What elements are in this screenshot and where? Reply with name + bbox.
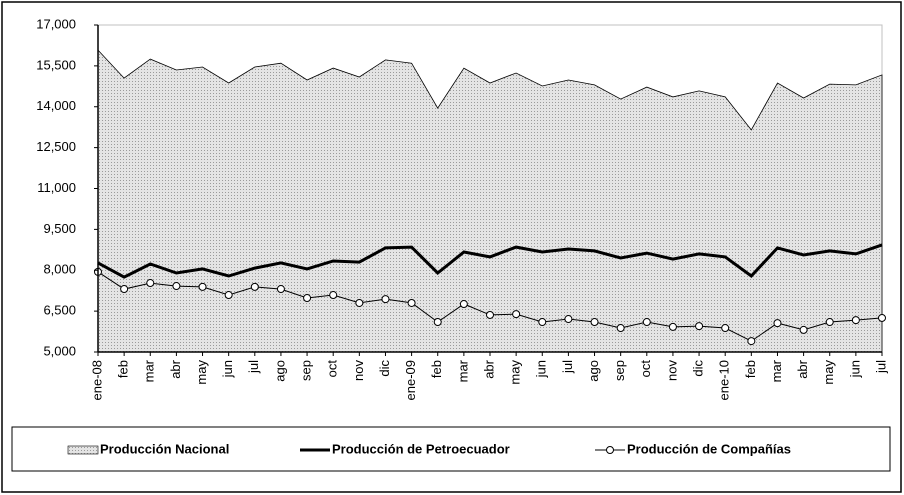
marker bbox=[407, 298, 416, 307]
legend-marker bbox=[606, 446, 614, 454]
x-tick-label: abr bbox=[795, 359, 810, 378]
legend-label: Producción de Compañías bbox=[627, 441, 791, 456]
x-tick-label: sep bbox=[299, 360, 314, 381]
y-tick-label: 5,000 bbox=[43, 343, 76, 358]
marker bbox=[250, 282, 259, 291]
marker bbox=[329, 291, 338, 300]
legend-label: Producción de Petroecuador bbox=[332, 441, 510, 456]
x-tick-label: oct bbox=[638, 360, 653, 378]
y-tick-label: 15,500 bbox=[36, 57, 76, 72]
marker bbox=[538, 318, 547, 327]
marker bbox=[486, 310, 494, 319]
y-tick-label: 8,000 bbox=[43, 262, 76, 277]
x-tick-label: jul bbox=[873, 360, 888, 374]
marker bbox=[721, 324, 730, 333]
marker bbox=[590, 318, 599, 327]
y-tick-label: 11,000 bbox=[37, 180, 76, 195]
y-tick-label: 6,500 bbox=[43, 303, 76, 318]
x-tick-label: jun bbox=[220, 360, 235, 378]
marker bbox=[276, 285, 285, 294]
marker bbox=[616, 324, 625, 333]
marker bbox=[433, 318, 442, 327]
marker bbox=[799, 325, 808, 334]
y-tick-label: 17,000 bbox=[36, 16, 76, 31]
marker bbox=[642, 318, 651, 327]
marker bbox=[381, 295, 390, 304]
x-tick-label: nov bbox=[351, 360, 366, 381]
x-tick-label: dic bbox=[377, 360, 392, 377]
y-tick-label: 14,000 bbox=[36, 98, 76, 113]
x-tick-label: mar bbox=[142, 359, 157, 382]
x-tick-label: feb bbox=[116, 360, 131, 378]
marker bbox=[668, 322, 677, 331]
x-tick-label: ago bbox=[272, 360, 287, 382]
marker bbox=[878, 313, 886, 322]
y-tick-label: 12,500 bbox=[36, 139, 76, 154]
legend-box bbox=[11, 426, 891, 472]
x-tick-label: jun bbox=[534, 360, 549, 378]
marker bbox=[146, 279, 155, 288]
x-tick-label: ago bbox=[586, 360, 601, 382]
marker bbox=[224, 291, 233, 300]
x-tick-label: abr bbox=[481, 359, 496, 378]
marker bbox=[825, 318, 834, 327]
y-tick-label: 9,500 bbox=[43, 221, 76, 236]
x-tick-label: jul bbox=[246, 360, 261, 374]
x-tick-label: dic bbox=[691, 360, 706, 377]
marker bbox=[695, 322, 704, 331]
x-tick-label: oct bbox=[325, 360, 340, 378]
x-tick-label: feb bbox=[743, 360, 758, 378]
marker bbox=[355, 298, 364, 307]
area bbox=[97, 49, 883, 353]
x-tick-label: jul bbox=[560, 360, 575, 374]
x-tick-label: jun bbox=[847, 360, 862, 378]
x-tick-label: sep bbox=[612, 360, 627, 381]
marker bbox=[851, 316, 860, 325]
x-tick-label: mar bbox=[769, 359, 784, 382]
line bbox=[97, 243, 883, 279]
marker bbox=[120, 285, 129, 294]
x-tick-label: ene-08 bbox=[89, 360, 104, 400]
marker bbox=[198, 282, 207, 291]
legend-swatch bbox=[67, 445, 99, 455]
x-tick-label: ene-09 bbox=[403, 360, 418, 400]
x-tick-label: may bbox=[194, 360, 209, 385]
x-tick-label: may bbox=[821, 360, 836, 385]
marker bbox=[773, 319, 782, 328]
x-tick-label: feb bbox=[429, 360, 444, 378]
marker bbox=[303, 294, 312, 303]
legend-label: Producción Nacional bbox=[100, 441, 229, 456]
x-tick-label: ene-10 bbox=[717, 360, 732, 400]
marker bbox=[512, 310, 521, 319]
x-tick-label: nov bbox=[664, 360, 679, 381]
x-tick-label: abr bbox=[168, 359, 183, 378]
x-tick-label: mar bbox=[455, 359, 470, 382]
marker bbox=[564, 315, 573, 324]
marker bbox=[172, 282, 181, 291]
x-tick-label: may bbox=[508, 360, 523, 385]
marker bbox=[747, 337, 756, 346]
marker bbox=[459, 300, 468, 309]
